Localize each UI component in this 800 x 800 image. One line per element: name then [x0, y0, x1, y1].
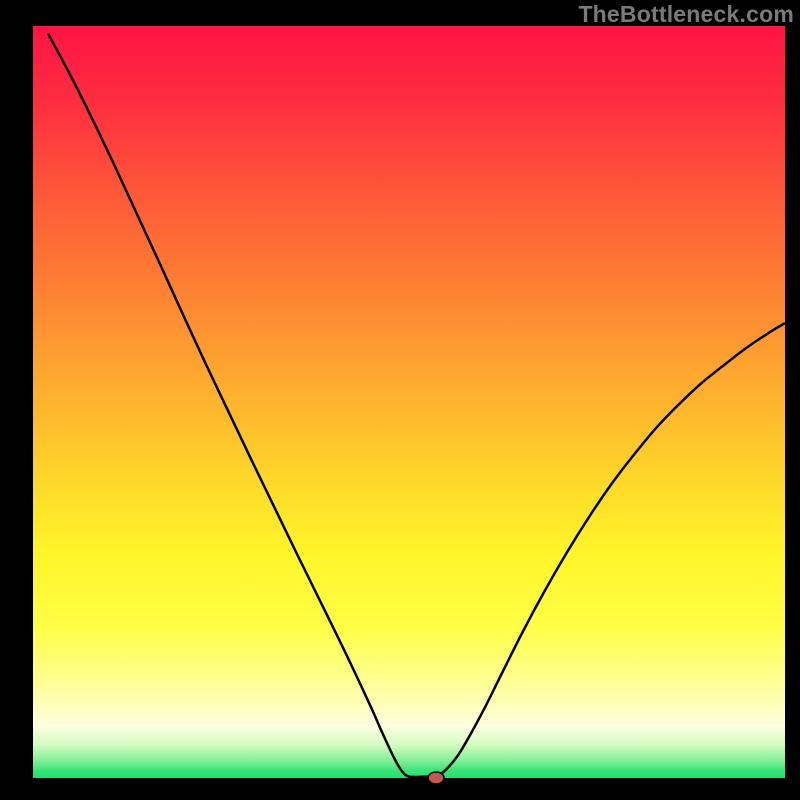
chart-frame: TheBottleneck.com — [0, 0, 800, 800]
bottleneck-chart — [0, 0, 800, 800]
gradient-background — [33, 26, 785, 778]
optimal-marker — [428, 772, 444, 784]
